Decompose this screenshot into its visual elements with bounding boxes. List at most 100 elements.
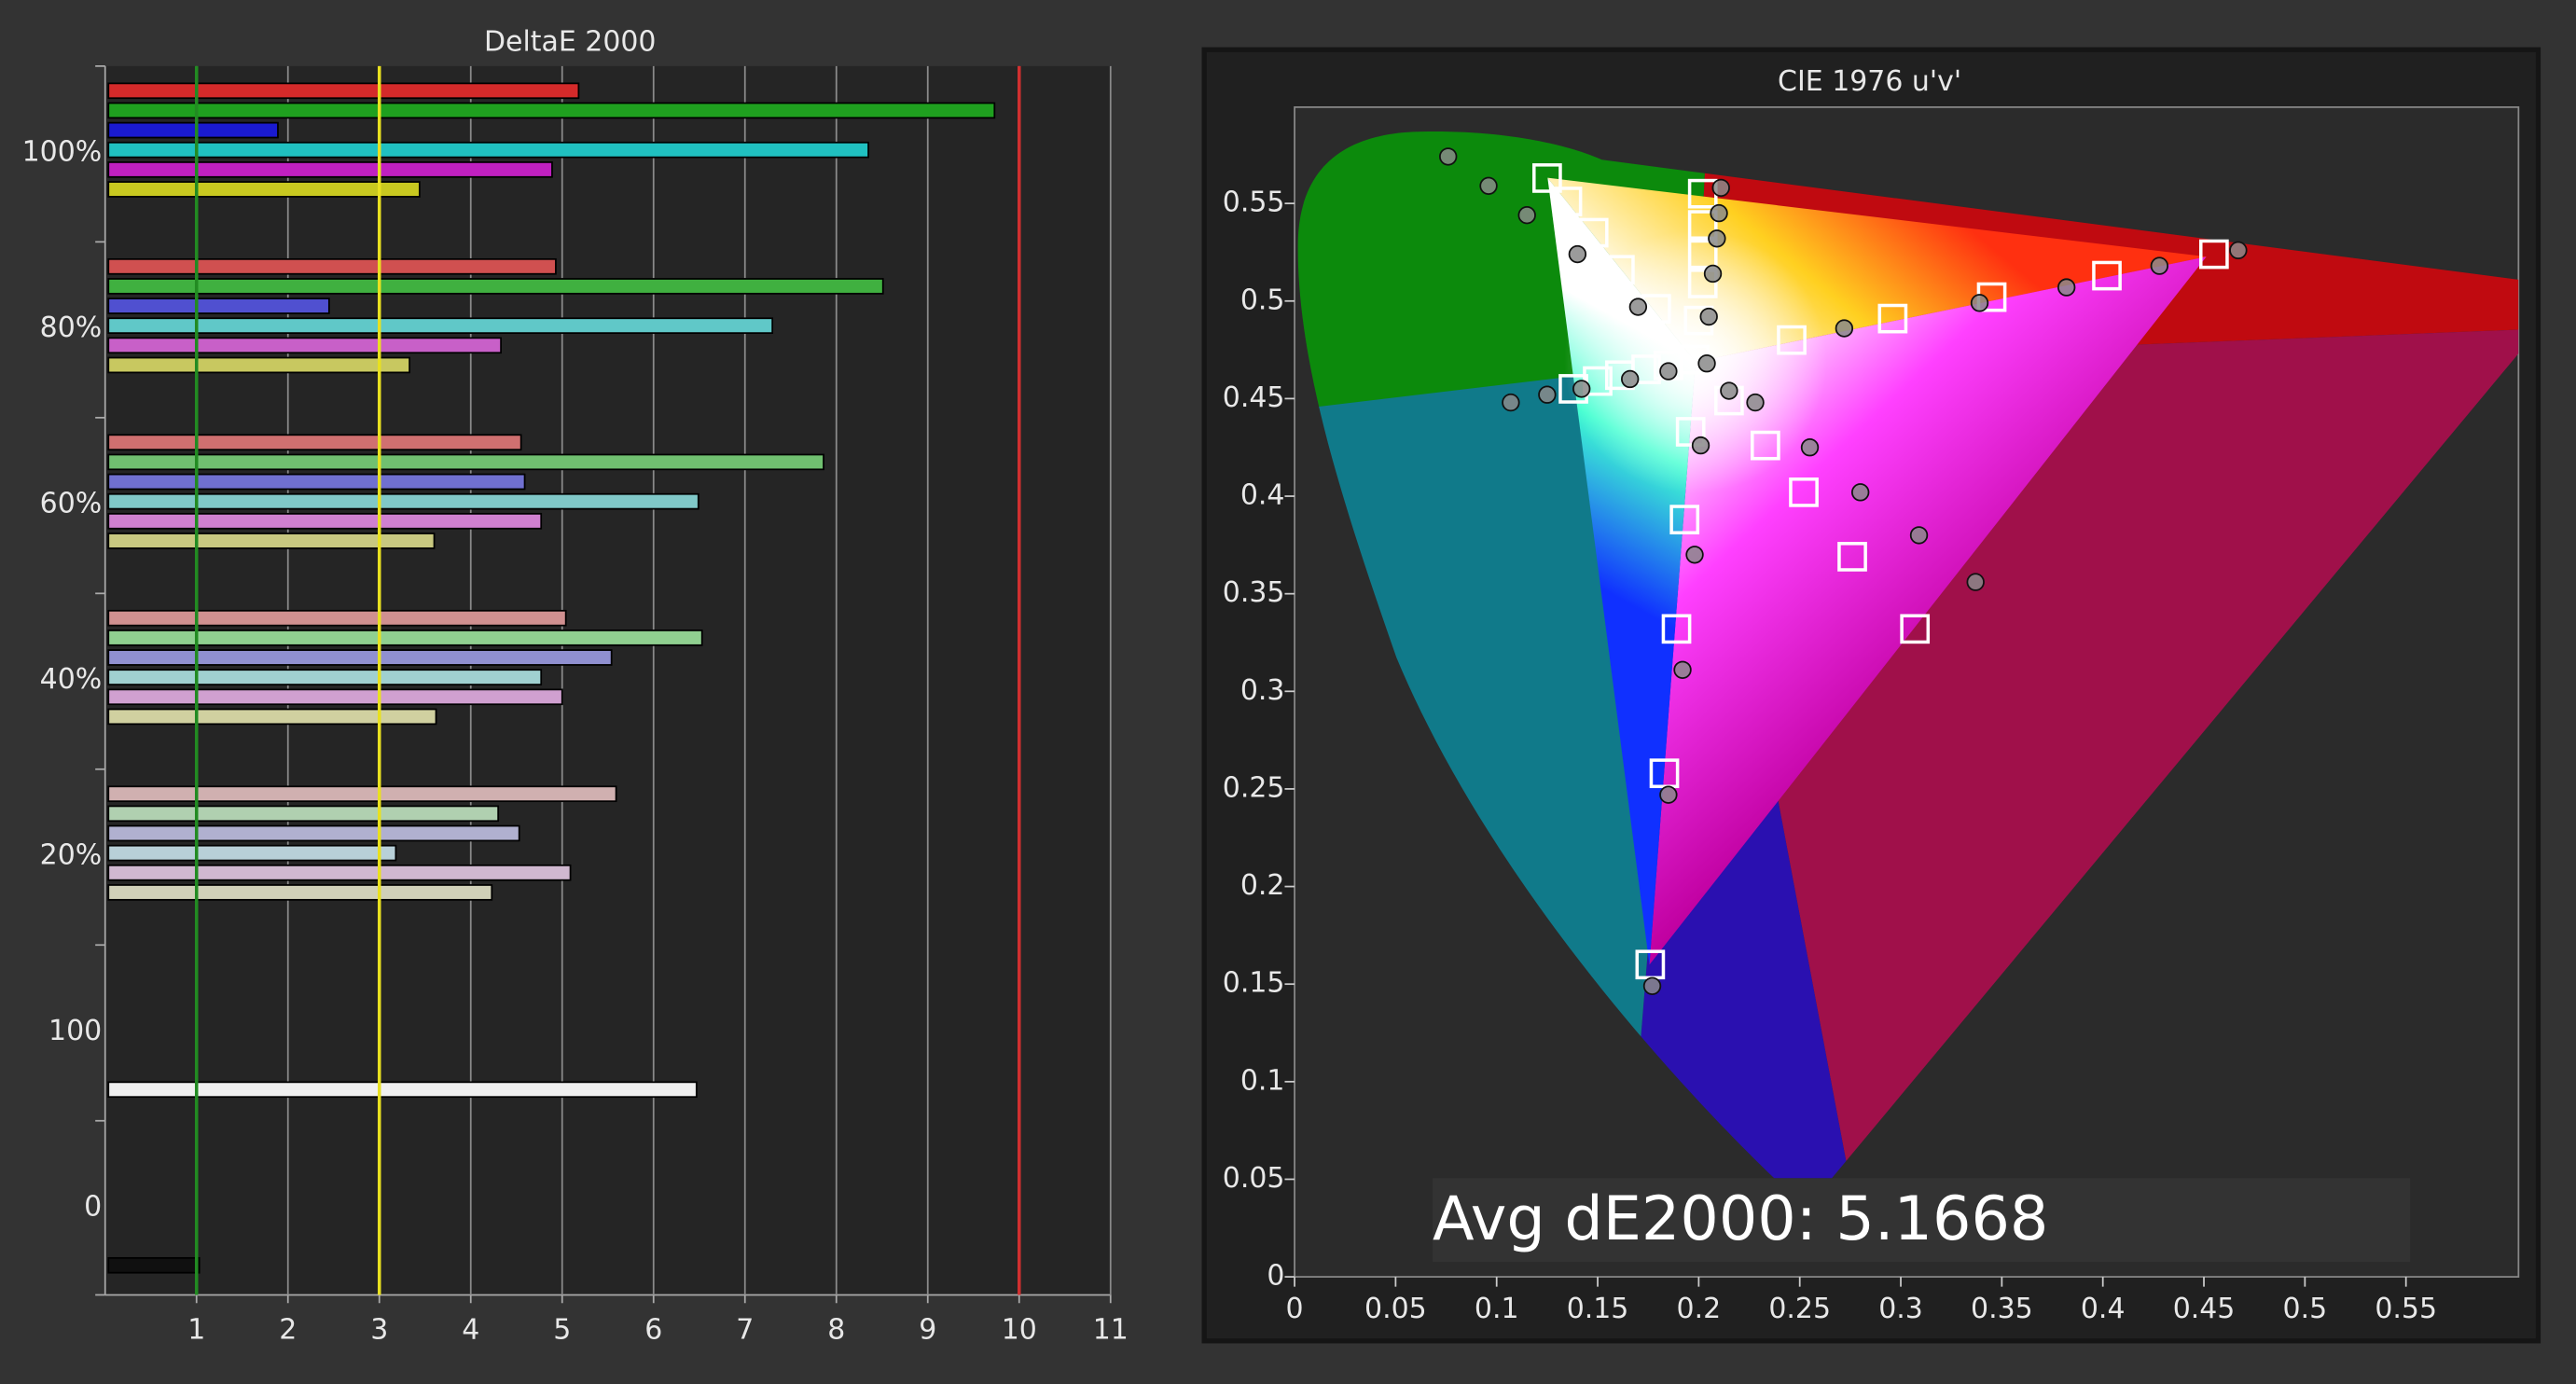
bar — [107, 298, 330, 314]
chart-title: DeltaE 2000 — [484, 26, 657, 59]
target-point — [1552, 187, 1583, 216]
x-tick-label: 11 — [1093, 1314, 1129, 1347]
x-tick-label: 0.1 — [1475, 1293, 1519, 1325]
bar — [107, 669, 543, 685]
bar — [107, 824, 520, 842]
target-point — [1751, 430, 1780, 461]
x-tick-label: 4 — [462, 1314, 479, 1347]
bar — [107, 1256, 201, 1274]
chart-title: CIE 1976 u'v' — [1778, 65, 1961, 98]
bar — [107, 317, 774, 334]
y-tick-label: 100 — [48, 1015, 102, 1047]
x-tick-label: 10 — [1002, 1314, 1037, 1347]
measured-point — [1851, 483, 1870, 502]
bar — [107, 512, 543, 530]
measured-point — [1659, 362, 1678, 381]
measured-point — [1720, 381, 1738, 400]
cie-chart: 0 0.05 0.1 0.15 0.2 0.25 0.3 0.35 0.4 0.45 0.5 0.55… — [1223, 147, 2437, 1325]
bar — [107, 141, 869, 159]
y-tick-label: 0.55 — [1223, 187, 1285, 219]
target-point — [1532, 163, 1562, 193]
annotation: Avg dE2000: 5.1668 — [1433, 1184, 2048, 1254]
bar — [107, 473, 526, 491]
measured-point — [1673, 660, 1692, 679]
measured-point — [1628, 298, 1648, 316]
target-point — [1578, 217, 1609, 248]
bar — [107, 337, 502, 354]
bar — [107, 278, 884, 295]
y-tick-label: 0.15 — [1223, 967, 1285, 1000]
x-tick-label: 0.55 — [2375, 1293, 2437, 1325]
y-tick-label: 0.25 — [1223, 771, 1285, 804]
x-tick-label: 0.4 — [2081, 1293, 2126, 1325]
target-point — [1789, 477, 1819, 507]
measured-point — [1642, 976, 1662, 995]
measured-point — [1517, 206, 1536, 225]
x-tick-label: 6 — [644, 1314, 662, 1347]
target-point — [2092, 260, 2122, 291]
y-tick-label: 0.45 — [1223, 381, 1285, 414]
bar — [107, 844, 397, 862]
measured-point — [1703, 264, 1723, 284]
bar — [107, 688, 563, 706]
measured-point — [1835, 319, 1854, 338]
measured-point — [1621, 369, 1640, 389]
measured-point — [1568, 244, 1587, 264]
measured-point — [1711, 178, 1730, 198]
measured-point — [1659, 785, 1678, 804]
measured-point — [1746, 393, 1765, 412]
target-point — [1777, 325, 1807, 355]
x-tick-label: 9 — [919, 1314, 936, 1347]
bar — [107, 630, 703, 646]
bar — [107, 257, 557, 275]
measured-point — [1710, 203, 1728, 223]
y-tick-label: 0.1 — [1240, 1064, 1285, 1097]
y-tick-label: 80% — [40, 311, 103, 344]
annotation-box — [1433, 1178, 2411, 1263]
x-tick-label: 5 — [553, 1314, 571, 1347]
measured-point — [1697, 354, 1716, 373]
bar — [107, 492, 699, 510]
measured-point — [2150, 256, 2169, 275]
x-tick-label: 0.05 — [1364, 1293, 1427, 1325]
measured-point — [1439, 147, 1458, 166]
y-tick-label: 0.05 — [1223, 1162, 1285, 1195]
bar — [107, 102, 996, 119]
bar — [107, 609, 567, 627]
y-tick-label: 100% — [22, 136, 103, 169]
bar — [107, 453, 824, 471]
x-tick-label: 0.35 — [1971, 1293, 2033, 1325]
measured-point — [1572, 380, 1591, 398]
y-tick-label: 0.35 — [1223, 576, 1285, 609]
x-tick-label: 8 — [827, 1314, 845, 1347]
x-tick-label: 0 — [1286, 1293, 1304, 1325]
target-point — [1877, 303, 1908, 334]
target-point — [1687, 210, 1718, 241]
target-point — [1687, 239, 1718, 270]
bar — [107, 649, 613, 666]
measured-point — [1538, 385, 1557, 404]
measured-point — [1699, 307, 1718, 326]
target-point — [1900, 614, 1931, 644]
bar — [107, 884, 493, 901]
x-tick-label: 7 — [736, 1314, 754, 1347]
measured-point — [1966, 573, 1985, 591]
x-tick-label: 0.3 — [1878, 1293, 1923, 1325]
bar — [107, 434, 522, 451]
y-tick-label: 40% — [40, 663, 103, 696]
target-point — [1675, 417, 1706, 447]
measured-point — [1685, 546, 1704, 564]
bar — [107, 356, 410, 374]
y-tick-label: 0 — [1267, 1260, 1284, 1293]
y-tick-label: 0.2 — [1240, 869, 1285, 902]
x-tick-label: 0.25 — [1768, 1293, 1831, 1325]
target-point — [2199, 239, 2229, 270]
measured-point — [1691, 436, 1710, 455]
bar — [107, 181, 421, 198]
bar — [107, 533, 436, 549]
measured-point — [1502, 393, 1520, 412]
bar — [107, 805, 500, 823]
bar — [107, 82, 580, 100]
y-tick-label: 0 — [84, 1191, 102, 1224]
